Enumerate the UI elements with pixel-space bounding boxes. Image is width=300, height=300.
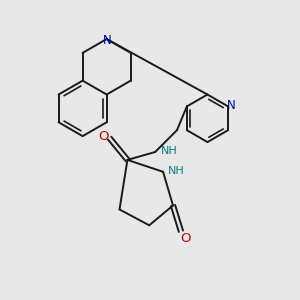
- Text: N: N: [103, 34, 112, 46]
- Text: NH: NH: [161, 146, 177, 156]
- Text: O: O: [181, 232, 191, 245]
- Text: NH: NH: [168, 166, 184, 176]
- Text: N: N: [227, 99, 236, 112]
- Text: O: O: [98, 130, 109, 142]
